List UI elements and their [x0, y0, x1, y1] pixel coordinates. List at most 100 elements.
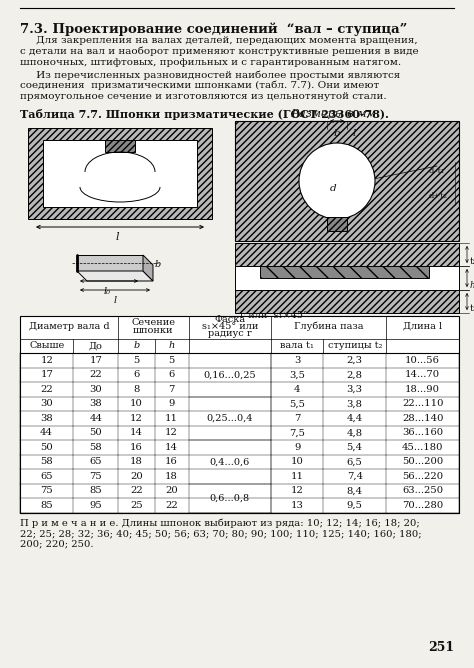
Text: 7,5: 7,5 — [289, 428, 305, 438]
Text: 11: 11 — [165, 413, 178, 423]
Text: 8: 8 — [133, 385, 140, 393]
Text: 17: 17 — [90, 356, 102, 365]
Bar — [235, 290, 459, 313]
Text: 5: 5 — [168, 356, 175, 365]
Text: 30: 30 — [90, 385, 102, 393]
Text: 4: 4 — [294, 385, 301, 393]
Polygon shape — [143, 255, 153, 281]
Text: 75: 75 — [40, 486, 53, 495]
Text: 12: 12 — [40, 356, 53, 365]
Text: 22: 22 — [165, 501, 178, 510]
Text: 16: 16 — [130, 443, 143, 452]
Text: 58: 58 — [40, 458, 53, 466]
Text: вала t₁: вала t₁ — [280, 341, 314, 351]
Bar — [235, 266, 459, 290]
Text: соединения  призматическими шпонками (табл. 7.7). Они имеют: соединения призматическими шпонками (таб… — [20, 81, 379, 90]
Text: 12: 12 — [291, 486, 303, 495]
Text: 13: 13 — [291, 501, 303, 510]
Text: 0,16...0,25: 0,16...0,25 — [203, 370, 256, 379]
Text: 200; 220; 250.: 200; 220; 250. — [20, 540, 93, 548]
Text: 65: 65 — [40, 472, 53, 481]
Text: Диаметр вала d: Диаметр вала d — [29, 322, 109, 331]
Text: 85: 85 — [40, 501, 53, 510]
Text: 10: 10 — [291, 458, 303, 466]
Text: 63...250: 63...250 — [402, 486, 443, 495]
Text: 44: 44 — [89, 413, 102, 423]
Text: 7: 7 — [294, 413, 301, 423]
Text: Для закрепления на валах деталей, передающих момента вращения,: Для закрепления на валах деталей, переда… — [20, 36, 418, 45]
Text: 20: 20 — [165, 486, 178, 495]
Text: 50...200: 50...200 — [402, 458, 443, 466]
Text: 4,4: 4,4 — [346, 413, 363, 423]
Text: 251: 251 — [428, 641, 454, 654]
Text: г или  s₁×45°: г или s₁×45° — [240, 311, 308, 320]
Text: 5: 5 — [133, 356, 140, 365]
Bar — [77, 255, 143, 271]
Text: 16: 16 — [165, 458, 178, 466]
Text: 11: 11 — [291, 472, 304, 481]
Text: s₁×45° или: s₁×45° или — [201, 322, 258, 331]
Text: 3,3: 3,3 — [346, 385, 363, 393]
Text: 10...56: 10...56 — [405, 356, 440, 365]
Text: 5,4: 5,4 — [346, 443, 363, 452]
Text: l: l — [353, 129, 356, 138]
Bar — [260, 266, 429, 278]
Bar — [105, 140, 135, 152]
Text: 4,8: 4,8 — [346, 428, 363, 438]
Circle shape — [299, 143, 375, 219]
Text: 0,4...0,6: 0,4...0,6 — [210, 458, 250, 466]
Text: 18...90: 18...90 — [405, 385, 440, 393]
Text: Глубина паза: Глубина паза — [294, 322, 364, 331]
Text: 6: 6 — [133, 370, 139, 379]
Text: b: b — [334, 129, 340, 138]
Text: 22: 22 — [130, 486, 143, 495]
Text: ступицы t₂: ступицы t₂ — [328, 341, 382, 351]
Bar — [20, 316, 459, 512]
Text: 5,5: 5,5 — [289, 399, 305, 408]
Polygon shape — [77, 271, 153, 281]
Text: 6: 6 — [168, 370, 175, 379]
Text: 22; 25; 28; 32; 36; 40; 45; 50; 56; 63; 70; 80; 90; 100; 110; 125; 140; 160; 180: 22; 25; 28; 32; 36; 40; 45; 50; 56; 63; … — [20, 529, 422, 538]
Text: 12: 12 — [165, 428, 178, 438]
Text: 14: 14 — [165, 443, 178, 452]
Text: 22...110: 22...110 — [402, 399, 443, 408]
Text: 38: 38 — [40, 413, 53, 423]
Text: 17: 17 — [40, 370, 53, 379]
Text: 3,8: 3,8 — [346, 399, 363, 408]
Text: До: До — [89, 341, 103, 351]
Text: 38: 38 — [90, 399, 102, 408]
Text: 50: 50 — [90, 428, 102, 438]
Text: 7: 7 — [168, 385, 175, 393]
Text: Таблица 7.7. Шпонки призматические (ГОСТ 23360-78).: Таблица 7.7. Шпонки призматические (ГОСТ… — [20, 109, 389, 120]
Text: 14...70: 14...70 — [405, 370, 440, 379]
Text: 2,3: 2,3 — [346, 356, 363, 365]
Text: 7,4: 7,4 — [346, 472, 363, 481]
Text: 18: 18 — [130, 458, 143, 466]
Text: 20: 20 — [130, 472, 143, 481]
Text: 56...220: 56...220 — [402, 472, 443, 481]
Text: l: l — [115, 232, 119, 242]
Text: 9: 9 — [294, 443, 301, 452]
Text: l₀: l₀ — [103, 287, 110, 296]
Bar — [43, 140, 197, 207]
Text: радиус r: радиус r — [208, 329, 252, 339]
Text: 0,6...0,8: 0,6...0,8 — [210, 494, 250, 502]
Text: 2,8: 2,8 — [346, 370, 363, 379]
Text: 3: 3 — [294, 356, 301, 365]
Text: 10: 10 — [130, 399, 143, 408]
Text: h: h — [470, 281, 474, 290]
Text: 7.3. Проектирование соединений  “вал – ступица”: 7.3. Проектирование соединений “вал – ст… — [20, 22, 407, 35]
Text: 28...140: 28...140 — [402, 413, 443, 423]
Text: d: d — [330, 184, 337, 193]
Text: 58: 58 — [90, 443, 102, 452]
Text: 22: 22 — [90, 370, 102, 379]
Text: h: h — [168, 341, 175, 351]
Text: Свыше: Свыше — [29, 341, 64, 351]
Text: d–t₁: d–t₁ — [429, 167, 445, 175]
Text: П р и м е ч а н и е. Длины шпонок выбирают из ряда: 10; 12; 14; 16; 18; 20;: П р и м е ч а н и е. Длины шпонок выбира… — [20, 518, 420, 528]
Text: с детали на вал и наоборот применяют конструктивные решения в виде: с детали на вал и наоборот применяют кон… — [20, 47, 419, 57]
Text: 25: 25 — [130, 501, 143, 510]
Text: 45...180: 45...180 — [402, 443, 443, 452]
Text: 36...160: 36...160 — [402, 428, 443, 438]
Text: шпоночных, штифтовых, профильных и с гарантированным натягом.: шпоночных, штифтовых, профильных и с гар… — [20, 58, 401, 67]
